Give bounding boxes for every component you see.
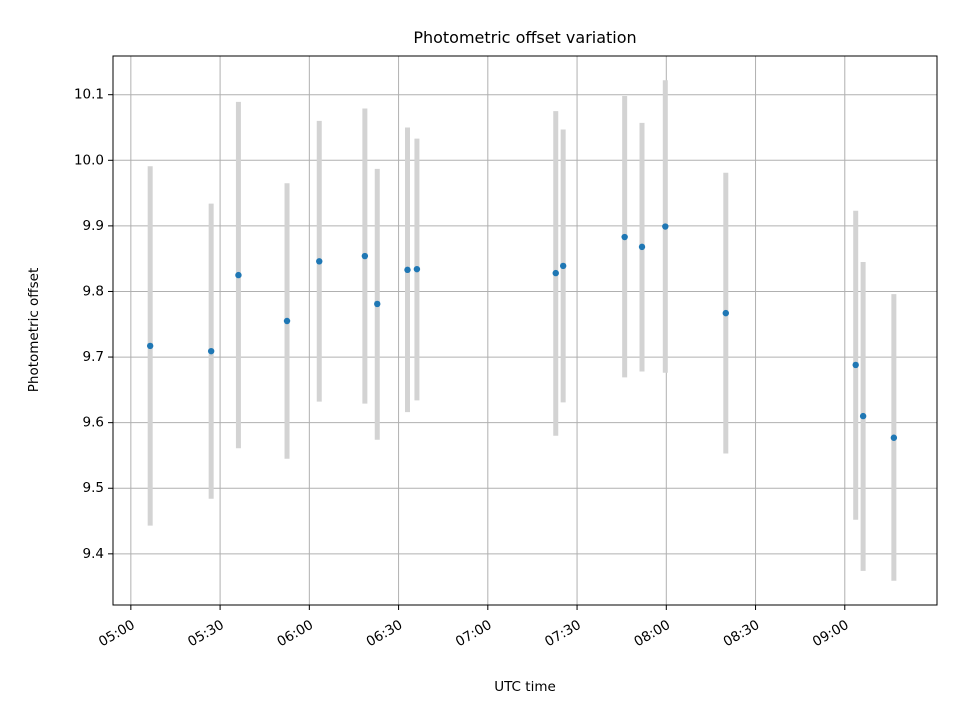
data-point — [552, 269, 559, 277]
y-tick-label: 10.0 — [74, 152, 104, 168]
x-tick-label: 08:00 — [631, 617, 673, 650]
x-axis-ticks: 05:00 05:30 06:00 06:30 07:00 07:30 08:00 08:30… — [96, 605, 852, 650]
x-tick-label: 06:30 — [364, 617, 406, 650]
data-point — [361, 252, 369, 260]
x-tick-label: 09:00 — [810, 617, 852, 650]
data-point — [283, 317, 291, 325]
y-tick-label: 9.4 — [83, 546, 104, 562]
data-point — [404, 266, 411, 274]
data-point — [374, 300, 381, 308]
data-point — [722, 309, 729, 317]
grid — [113, 56, 937, 605]
y-tick-label: 9.9 — [83, 218, 104, 234]
y-tick-label: 9.8 — [83, 283, 104, 299]
x-axis-label: UTC time — [494, 679, 556, 695]
x-tick-label: 07:00 — [453, 617, 495, 650]
y-tick-label: 9.6 — [83, 415, 104, 431]
y-axis-ticks: 9.4 9.5 9.6 9.7 9.8 9.9 10.0 10.1 — [74, 87, 113, 562]
x-tick-label: 05:00 — [96, 617, 138, 650]
x-tick-label: 06:00 — [274, 617, 316, 650]
x-tick-label: 08:30 — [721, 617, 763, 650]
y-tick-label: 9.5 — [83, 480, 104, 496]
data-point — [559, 262, 567, 270]
plot-frame — [112, 55, 938, 606]
chart-title: Photometric offset variation — [413, 28, 636, 47]
data-points — [146, 223, 898, 441]
data-point — [207, 347, 215, 355]
data-point — [859, 412, 867, 420]
y-tick-label: 10.1 — [74, 87, 104, 103]
data-point — [146, 342, 154, 350]
data-point — [852, 361, 859, 369]
y-tick-label: 9.7 — [83, 349, 104, 365]
y-axis-label: Photometric offset — [26, 268, 42, 392]
data-point — [890, 434, 898, 441]
data-point — [621, 233, 628, 241]
data-point — [235, 271, 242, 279]
data-point — [316, 258, 323, 265]
x-tick-label: 05:30 — [185, 617, 227, 650]
data-point — [638, 243, 646, 251]
error-bars — [147, 80, 897, 581]
data-point — [413, 265, 421, 273]
data-point — [662, 223, 669, 230]
x-tick-label: 07:30 — [542, 617, 584, 650]
